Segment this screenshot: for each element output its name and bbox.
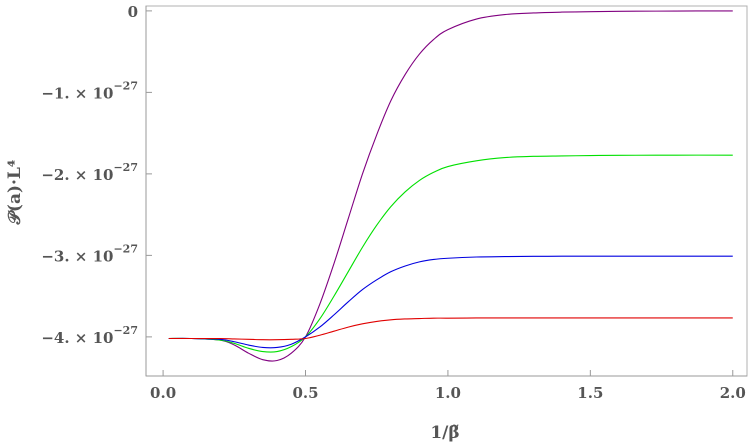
y-tick-exponent: −27 — [113, 79, 138, 92]
y-tick-mantissa: −1. × 10 — [41, 84, 113, 102]
x-tick-label: 1.5 — [577, 384, 603, 402]
series-line-2 — [168, 255, 733, 349]
x-tick-label: 1.0 — [435, 384, 461, 402]
y-tick-label: −2. × 10−27 — [41, 161, 138, 184]
y-tick-exponent: −27 — [113, 324, 138, 337]
series-line-1 — [168, 154, 733, 353]
plot-frame — [145, 5, 748, 377]
series-group — [168, 10, 733, 362]
x-tick-label: 2.0 — [720, 384, 746, 402]
y-tick-exponent: −27 — [113, 242, 138, 255]
x-tick-label: 0.5 — [292, 384, 318, 402]
y-ticks: 0−1. × 10−27−2. × 10−27−3. × 10−27−4. × … — [41, 3, 152, 347]
y-tick-label: −3. × 10−27 — [41, 242, 138, 265]
x-ticks: 0.0 0.5 1.0 1.5 2.0 — [150, 370, 746, 402]
series-line-0 — [168, 10, 733, 362]
x-axis-label: 1/β̃ — [430, 423, 459, 443]
y-tick-exponent: −27 — [113, 161, 138, 174]
y-tick-label: 0 — [128, 3, 138, 21]
y-tick-mantissa: −2. × 10 — [41, 166, 113, 184]
y-tick-mantissa: −3. × 10 — [41, 247, 113, 265]
y-tick-mantissa: −4. × 10 — [41, 329, 113, 347]
series-line-3 — [168, 317, 733, 341]
y-tick-label: −4. × 10−27 — [41, 324, 138, 347]
y-tick-mantissa: 0 — [128, 3, 138, 21]
y-axis-label: 𝒫(a)·L⁴ — [5, 160, 25, 226]
y-tick-label: −1. × 10−27 — [41, 79, 138, 102]
x-tick-label: 0.0 — [150, 384, 176, 402]
